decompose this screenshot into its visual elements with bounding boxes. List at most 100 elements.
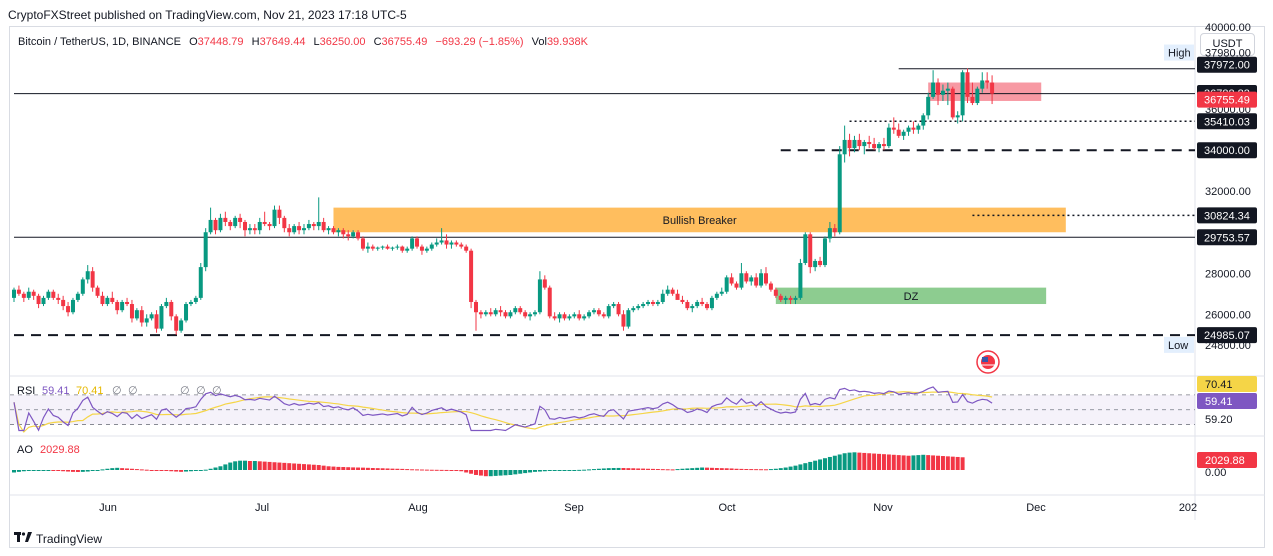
rsi-legend-ma: 70.41 [76, 385, 104, 397]
candle-body [714, 293, 719, 298]
candle-body [41, 297, 46, 305]
candle-body [675, 293, 680, 300]
candle-body [803, 234, 808, 264]
candle-body [616, 304, 621, 315]
zone-rect [333, 207, 1066, 233]
ao-bar [80, 470, 85, 472]
ao-bar [341, 467, 346, 470]
candle-body [660, 293, 665, 302]
candle-body [709, 297, 714, 309]
candle-body [985, 80, 990, 83]
ao-bar [606, 468, 611, 470]
us-flag-icon [976, 350, 1000, 374]
candle-body [655, 301, 660, 305]
rsi-badge [1197, 393, 1257, 409]
ao-bar [272, 462, 277, 470]
candle-body [768, 283, 773, 290]
tradingview-logo-icon [14, 531, 32, 546]
ao-bar [356, 467, 361, 470]
ao-bar [223, 464, 228, 470]
candle-body [365, 246, 370, 249]
ao-bar [390, 468, 395, 470]
candle-body [665, 289, 670, 294]
ao-bar [203, 469, 208, 471]
ao-bar [174, 470, 179, 472]
ao-bar [454, 470, 459, 471]
candle-body [464, 246, 469, 251]
price-badge-prefix: Low [1168, 340, 1188, 352]
candle-body [203, 232, 208, 268]
candle-body [503, 312, 508, 317]
candle-body [434, 242, 439, 245]
candle-body [936, 82, 941, 95]
ao-bar [955, 456, 960, 470]
ao-bar [926, 455, 931, 470]
price-badge-value: 29753.57 [1204, 232, 1250, 244]
candle-body [46, 291, 51, 298]
ao-bar [749, 469, 754, 471]
candle-body [385, 246, 390, 249]
candle-body [847, 139, 852, 149]
ao-bar [685, 468, 690, 470]
ao-legend-value: 2029.88 [40, 444, 80, 456]
ao-bar [434, 469, 439, 471]
rsi-legend-empty: ∅ [212, 385, 222, 397]
ao-bar [759, 469, 764, 471]
candle-body [493, 310, 498, 315]
candle-body [700, 301, 705, 305]
ao-bar [144, 469, 149, 471]
currency-button[interactable]: USDT [1200, 33, 1255, 56]
ao-bar [709, 467, 714, 470]
ao-bar [547, 470, 552, 471]
candle-body [395, 246, 400, 248]
ao-bar [950, 456, 955, 470]
candle-body [641, 304, 646, 307]
candle-body [572, 314, 577, 317]
candle-body [872, 144, 877, 149]
ao-bar [61, 470, 66, 472]
ao-bar [257, 461, 262, 470]
candle-body [483, 312, 488, 315]
ao-badge [1197, 452, 1257, 468]
candle-body [80, 279, 85, 294]
chart-frame [9, 26, 1265, 548]
ao-bar [582, 469, 587, 471]
candle-body [542, 279, 547, 288]
candle-body [852, 139, 857, 149]
rsi-badge-value: 70.41 [1205, 379, 1233, 391]
candles-group [12, 68, 995, 335]
ao-bar [601, 468, 606, 470]
candle-body [292, 226, 297, 233]
ao-bar [424, 469, 429, 471]
rsi-badge-value: 59.20 [1205, 414, 1233, 426]
candle-body [110, 297, 115, 302]
ao-bar [419, 469, 424, 471]
ao-bar [164, 470, 169, 471]
ao-bar [316, 465, 321, 470]
price-badge-value: 37980.00 [1205, 48, 1251, 60]
candle-body [351, 232, 356, 237]
candle-body [532, 312, 537, 315]
ao-bar [326, 466, 331, 470]
candle-body [567, 316, 572, 319]
price-badge-prefix: High [1168, 48, 1191, 60]
ao-bar [528, 470, 533, 473]
open-label: O [189, 36, 198, 48]
ao-bar [641, 468, 646, 470]
ao-bar [247, 461, 252, 470]
ao-bar [370, 468, 375, 470]
candle-body [154, 314, 159, 329]
candle-body [208, 219, 213, 233]
tradingview-brand[interactable]: TradingView [14, 531, 102, 546]
candle-body [798, 263, 803, 298]
x-tick-label: Aug [408, 502, 428, 514]
candle-body [975, 88, 980, 104]
candle-body [21, 293, 26, 298]
candle-body [469, 250, 474, 302]
rsi-legend-empty: ∅ [196, 385, 206, 397]
ao-bar [380, 468, 385, 470]
candle-body [26, 291, 31, 298]
candle-body [125, 301, 130, 305]
ao-bar [729, 468, 734, 470]
